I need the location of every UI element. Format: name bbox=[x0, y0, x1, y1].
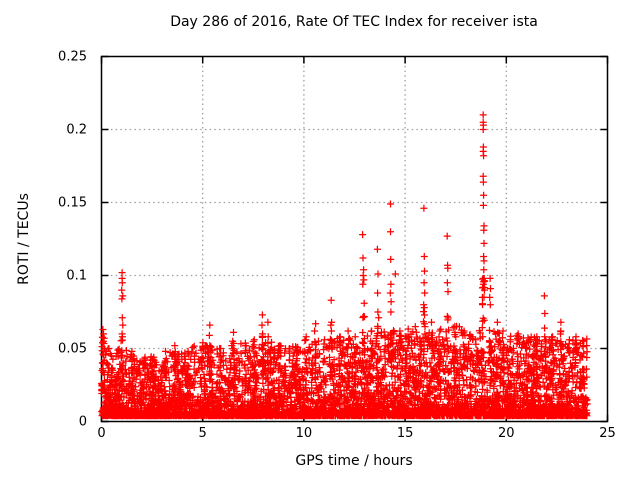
data-points-roti bbox=[98, 111, 591, 420]
y-tick-label: 0.05 bbox=[58, 341, 87, 356]
x-tick-label: 10 bbox=[295, 426, 313, 441]
x-tick-label: 5 bbox=[198, 426, 207, 441]
plot-border bbox=[100, 55, 609, 423]
y-tick-label: 0 bbox=[78, 414, 87, 429]
chart-title: Day 286 of 2016, Rate Of TEC Index for r… bbox=[170, 14, 538, 30]
y-tick-label: 0.2 bbox=[66, 122, 87, 137]
x-tick-label: 15 bbox=[396, 426, 414, 441]
y-tick-label: 0.1 bbox=[66, 268, 87, 283]
y-tick-label: 0.15 bbox=[58, 195, 87, 210]
x-tick-label: 25 bbox=[599, 426, 616, 441]
x-tick-label: 20 bbox=[498, 426, 515, 441]
y-tick-label: 0.25 bbox=[58, 49, 87, 64]
x-axis-title: GPS time / hours bbox=[295, 453, 413, 469]
x-tick-label: 0 bbox=[97, 426, 106, 441]
